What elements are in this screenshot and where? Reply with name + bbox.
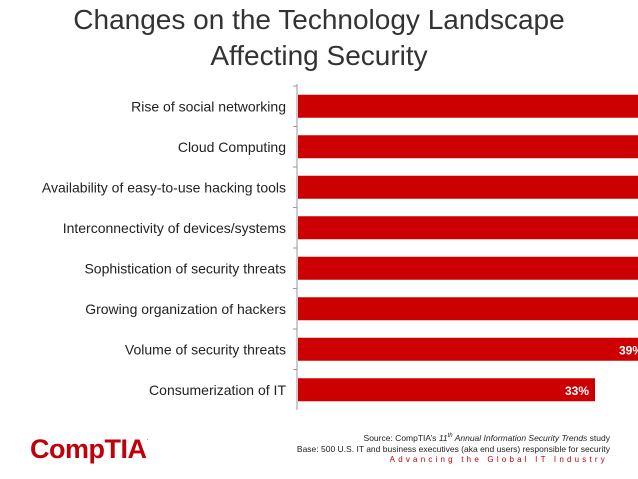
category-label: Rise of social networking [131, 98, 286, 114]
bar [298, 378, 595, 402]
logo-text: CompTIA [30, 434, 147, 464]
bar [298, 256, 638, 280]
data-label: 39% [619, 343, 638, 357]
bar [298, 337, 638, 361]
source-note: Source: CompTIA’s 11th Annual Informatio… [297, 431, 610, 455]
source-suffix: study [587, 432, 610, 443]
source-study-name: Annual Information Security Trends [454, 432, 588, 443]
tagline: Advancing the Global IT Industry [389, 455, 608, 464]
category-label: Availability of easy-to-use hacking tool… [42, 179, 286, 195]
source-ordinal: 11 [438, 432, 448, 443]
chart-title-line-1: Changes on the Technology Landscape [73, 4, 565, 35]
bar [298, 175, 638, 199]
logo-mark: . [146, 436, 148, 442]
category-label: Interconnectivity of devices/systems [63, 220, 286, 236]
category-label: Growing organization of hackers [85, 301, 286, 317]
chart-title: Changes on the Technology Landscape Affe… [0, 2, 638, 74]
data-label: 33% [565, 384, 589, 398]
comptia-logo: CompTIA. [30, 434, 148, 465]
source-prefix: Source: CompTIA’s [363, 432, 439, 443]
category-label: Sophistication of security threats [84, 260, 286, 276]
bar [298, 135, 638, 159]
bar-chart: Rise of social networking52%Cloud Comput… [42, 84, 638, 410]
bar [298, 94, 638, 118]
source-line: Source: CompTIA’s 11th Annual Informatio… [297, 431, 610, 444]
category-label: Cloud Computing [178, 139, 286, 155]
bar [298, 216, 638, 240]
bar [298, 297, 638, 321]
source-study-title: 11th Annual Information Security Trends [439, 433, 588, 443]
category-label: Consumerization of IT [149, 382, 286, 398]
chart-title-line-2: Affecting Security [210, 40, 428, 71]
base-line: Base: 500 U.S. IT and business executive… [296, 443, 610, 454]
category-label: Volume of security threats [125, 341, 286, 357]
source-ordinal-suffix: th [447, 433, 453, 439]
